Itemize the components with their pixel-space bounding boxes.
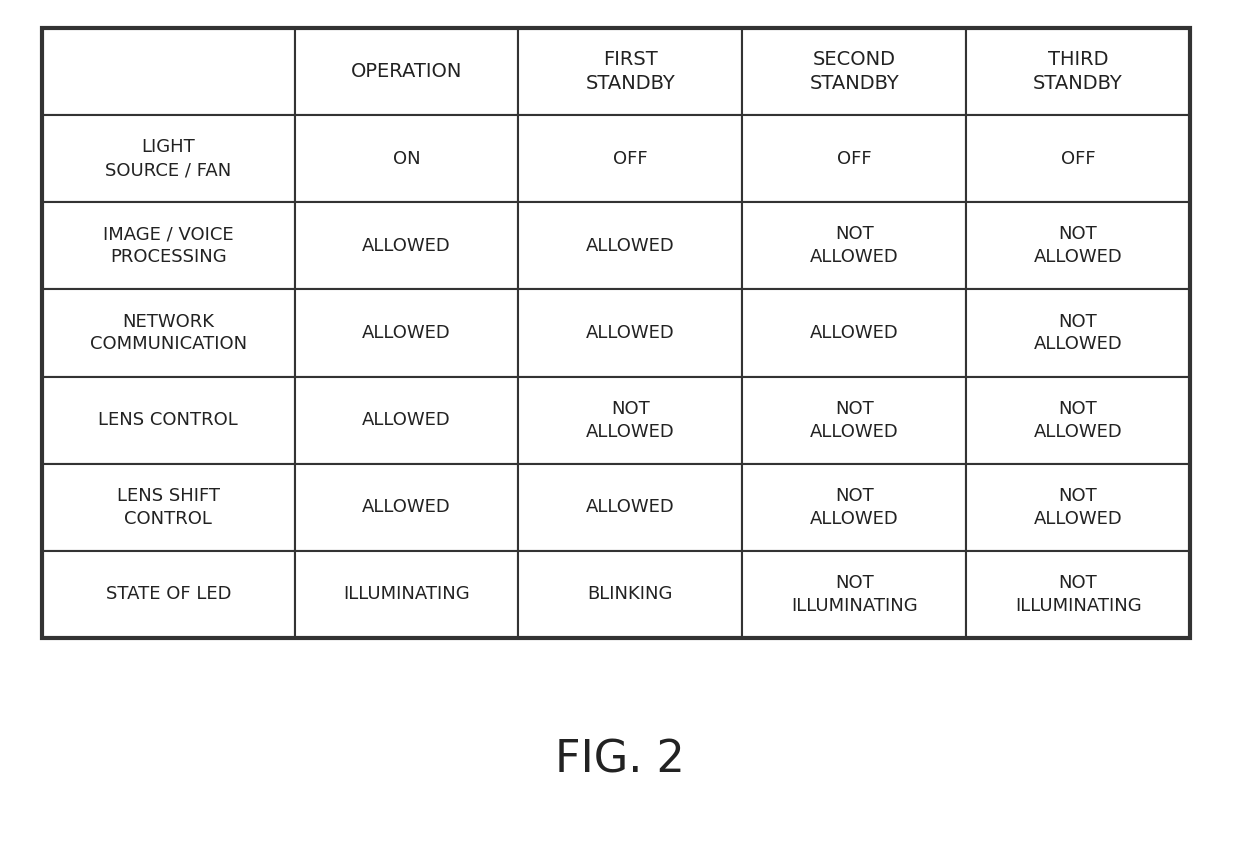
Text: NOT
ALLOWED: NOT ALLOWED: [587, 399, 675, 441]
Text: NOT
ALLOWED: NOT ALLOWED: [810, 226, 899, 266]
Bar: [966, 28, 1190, 115]
Bar: [518, 377, 743, 464]
Bar: [42, 289, 295, 377]
Bar: [966, 202, 1190, 289]
Bar: [518, 551, 743, 638]
Text: ON: ON: [393, 149, 420, 168]
Bar: [743, 115, 966, 202]
Bar: [966, 464, 1190, 551]
Bar: [42, 115, 295, 202]
Text: STATE OF LED: STATE OF LED: [105, 585, 231, 603]
Bar: [295, 289, 518, 377]
Text: OFF: OFF: [613, 149, 647, 168]
Bar: [518, 202, 743, 289]
Bar: [42, 377, 295, 464]
Bar: [295, 115, 518, 202]
Text: ALLOWED: ALLOWED: [362, 498, 451, 516]
Text: FIG. 2: FIG. 2: [556, 739, 684, 781]
Bar: [295, 377, 518, 464]
Text: FIRST
STANDBY: FIRST STANDBY: [585, 50, 676, 93]
Text: ALLOWED: ALLOWED: [362, 237, 451, 255]
Text: OFF: OFF: [1060, 149, 1095, 168]
Bar: [295, 464, 518, 551]
Text: OFF: OFF: [837, 149, 872, 168]
Bar: [518, 28, 743, 115]
Text: NOT
ALLOWED: NOT ALLOWED: [1034, 487, 1122, 528]
Bar: [295, 28, 518, 115]
Bar: [743, 551, 966, 638]
Text: NOT
ILLUMINATING: NOT ILLUMINATING: [1014, 574, 1141, 615]
Bar: [966, 115, 1190, 202]
Text: NOT
ALLOWED: NOT ALLOWED: [1034, 312, 1122, 353]
Bar: [295, 551, 518, 638]
Bar: [966, 551, 1190, 638]
Bar: [743, 202, 966, 289]
Text: OPERATION: OPERATION: [351, 62, 463, 81]
Bar: [42, 28, 1190, 638]
Bar: [518, 115, 743, 202]
Bar: [518, 289, 743, 377]
Bar: [743, 289, 966, 377]
Text: ALLOWED: ALLOWED: [362, 411, 451, 429]
Text: NOT
ALLOWED: NOT ALLOWED: [810, 487, 899, 528]
Text: LENS CONTROL: LENS CONTROL: [98, 411, 238, 429]
Bar: [295, 202, 518, 289]
Text: LENS SHIFT
CONTROL: LENS SHIFT CONTROL: [117, 487, 219, 528]
Text: ILLUMINATING: ILLUMINATING: [343, 585, 470, 603]
Bar: [743, 464, 966, 551]
Bar: [42, 28, 295, 115]
Bar: [42, 551, 295, 638]
Text: SECOND
STANDBY: SECOND STANDBY: [810, 50, 899, 93]
Bar: [966, 289, 1190, 377]
Text: NOT
ILLUMINATING: NOT ILLUMINATING: [791, 574, 918, 615]
Bar: [743, 28, 966, 115]
Bar: [518, 464, 743, 551]
Bar: [42, 202, 295, 289]
Text: NETWORK
COMMUNICATION: NETWORK COMMUNICATION: [89, 312, 247, 353]
Bar: [42, 464, 295, 551]
Text: ALLOWED: ALLOWED: [810, 324, 899, 342]
Text: BLINKING: BLINKING: [588, 585, 673, 603]
Text: THIRD
STANDBY: THIRD STANDBY: [1033, 50, 1123, 93]
Text: NOT
ALLOWED: NOT ALLOWED: [1034, 226, 1122, 266]
Bar: [743, 377, 966, 464]
Bar: [966, 377, 1190, 464]
Text: NOT
ALLOWED: NOT ALLOWED: [810, 399, 899, 441]
Text: ALLOWED: ALLOWED: [587, 237, 675, 255]
Text: NOT
ALLOWED: NOT ALLOWED: [1034, 399, 1122, 441]
Text: ALLOWED: ALLOWED: [587, 498, 675, 516]
Text: ALLOWED: ALLOWED: [587, 324, 675, 342]
Text: LIGHT
SOURCE / FAN: LIGHT SOURCE / FAN: [105, 138, 232, 179]
Text: IMAGE / VOICE
PROCESSING: IMAGE / VOICE PROCESSING: [103, 226, 233, 266]
Text: ALLOWED: ALLOWED: [362, 324, 451, 342]
